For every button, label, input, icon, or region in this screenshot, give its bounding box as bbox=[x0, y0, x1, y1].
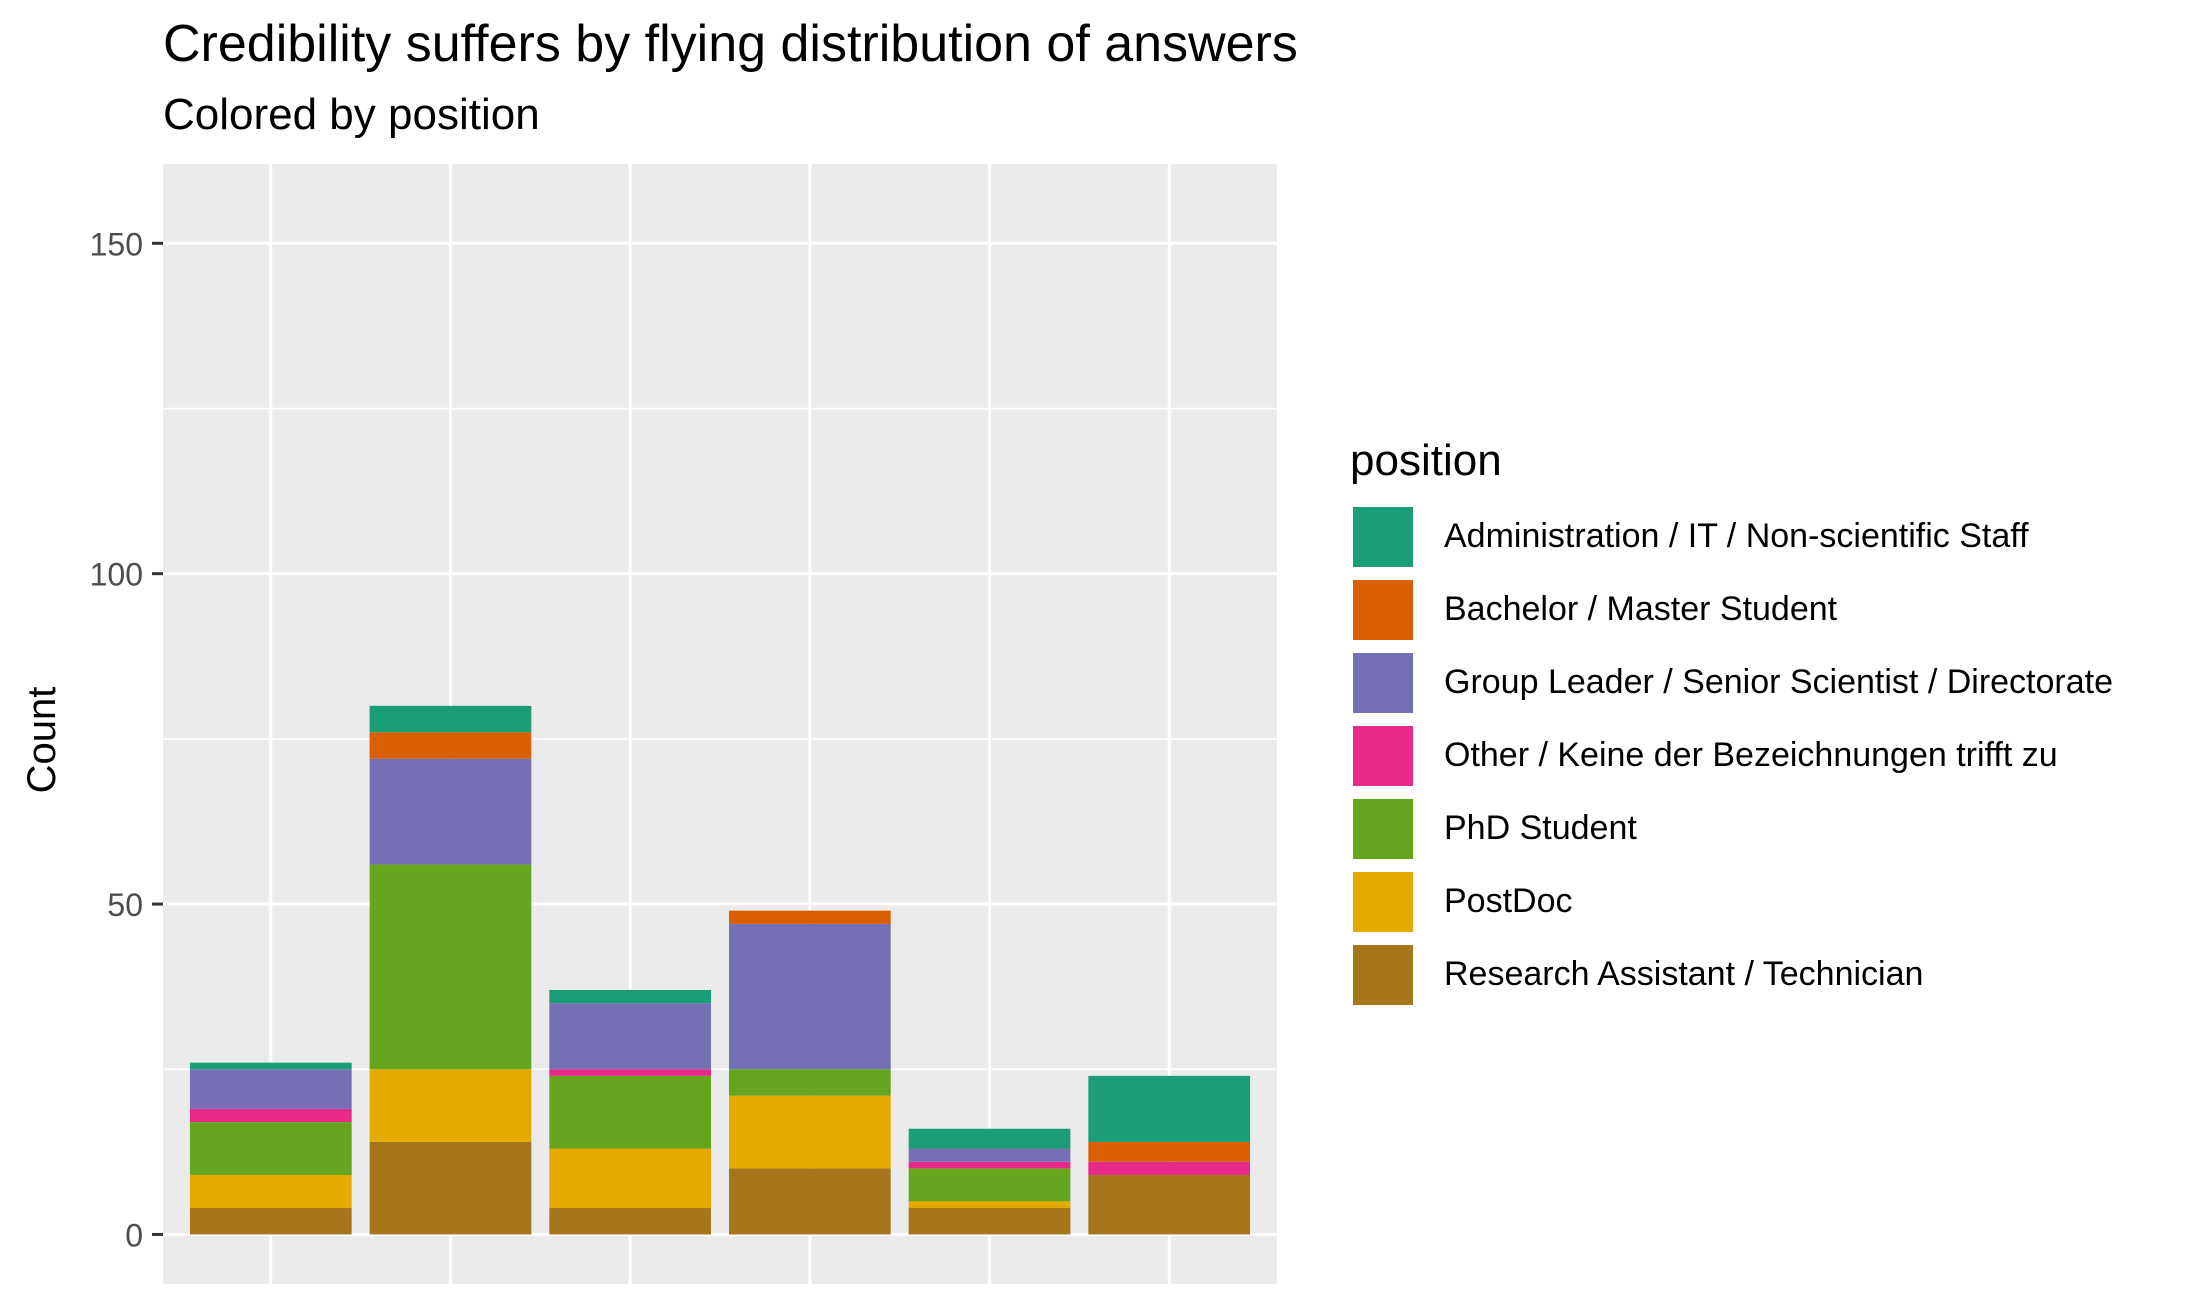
bar-segment bbox=[189, 1122, 352, 1175]
bar-segment bbox=[1088, 1174, 1251, 1235]
legend-key bbox=[1350, 868, 1416, 935]
bar-segment bbox=[728, 923, 891, 1070]
bar-segment bbox=[1088, 1141, 1251, 1162]
bar-segment bbox=[728, 1168, 891, 1235]
bar-segment bbox=[728, 910, 891, 924]
bar-segment bbox=[369, 732, 532, 759]
legend-item: Group Leader / Senior Scientist / Direct… bbox=[1350, 646, 2113, 719]
bar-segment bbox=[189, 1062, 352, 1070]
bar-segment bbox=[549, 1075, 712, 1149]
bar-segment bbox=[1088, 1075, 1251, 1142]
bar-segment bbox=[728, 1069, 891, 1096]
bar-segment bbox=[908, 1148, 1071, 1162]
bar-segment bbox=[549, 1003, 712, 1070]
y-axis-title: Count bbox=[20, 687, 64, 794]
legend-label: PhD Student bbox=[1444, 809, 1637, 847]
legend-label: Other / Keine der Bezeichnungen trifft z… bbox=[1444, 736, 2058, 774]
bar-segment bbox=[549, 1148, 712, 1209]
bar-segment bbox=[369, 1069, 532, 1142]
legend-key bbox=[1350, 503, 1416, 570]
bar-segment bbox=[908, 1168, 1071, 1202]
y-tick-label: 150 bbox=[90, 226, 143, 262]
y-axis: 0 50 100 150 bbox=[90, 226, 163, 1253]
legend-item: PhD Student bbox=[1350, 792, 2113, 865]
legend-label: Bachelor / Master Student bbox=[1444, 590, 1838, 628]
y-tick-label: 100 bbox=[90, 557, 143, 593]
legend-key bbox=[1350, 576, 1416, 643]
bar-segment bbox=[908, 1161, 1071, 1169]
legend-item: Bachelor / Master Student bbox=[1350, 573, 2113, 646]
legend-key bbox=[1350, 941, 1416, 1008]
chart-title: Credibility suffers by flying distributi… bbox=[163, 15, 1298, 73]
legend-title: position bbox=[1350, 436, 1502, 485]
bar-segment bbox=[189, 1174, 352, 1209]
legend-item: Research Assistant / Technician bbox=[1350, 938, 2113, 1011]
bar-segment bbox=[369, 705, 532, 733]
legend-label: Administration / IT / Non-scientific Sta… bbox=[1444, 517, 2029, 555]
bar-segment bbox=[908, 1128, 1071, 1149]
bars bbox=[189, 705, 1251, 1235]
bar-segment bbox=[189, 1208, 352, 1235]
bar-segment bbox=[1088, 1161, 1251, 1175]
legend-items: Administration / IT / Non-scientific Sta… bbox=[1350, 500, 2113, 1011]
bar-segment bbox=[549, 989, 712, 1004]
legend-item: Administration / IT / Non-scientific Sta… bbox=[1350, 500, 2113, 573]
bar-segment bbox=[728, 1095, 891, 1169]
bar-segment bbox=[369, 758, 532, 865]
legend-key bbox=[1350, 722, 1416, 789]
bar-segment bbox=[369, 1141, 532, 1235]
legend-item: PostDoc bbox=[1350, 865, 2113, 938]
legend-label: Group Leader / Senior Scientist / Direct… bbox=[1444, 663, 2113, 701]
bar-segment bbox=[189, 1069, 352, 1109]
chart-subtitle: Colored by position bbox=[163, 90, 540, 139]
bar-segment bbox=[908, 1208, 1071, 1235]
legend-item: Other / Keine der Bezeichnungen trifft z… bbox=[1350, 719, 2113, 792]
legend-key bbox=[1350, 795, 1416, 862]
y-tick-label: 0 bbox=[125, 1217, 143, 1253]
bar-segment bbox=[369, 864, 532, 1070]
bar-segment bbox=[549, 1208, 712, 1235]
bar-segment bbox=[549, 1069, 712, 1076]
legend-label: PostDoc bbox=[1444, 882, 1573, 920]
legend-key bbox=[1350, 649, 1416, 716]
legend: position Administration / IT / Non-scien… bbox=[1350, 436, 2113, 1011]
legend-label: Research Assistant / Technician bbox=[1444, 955, 1924, 993]
bar-segment bbox=[189, 1108, 352, 1123]
bar-segment bbox=[908, 1201, 1071, 1209]
y-tick-label: 50 bbox=[107, 887, 143, 923]
